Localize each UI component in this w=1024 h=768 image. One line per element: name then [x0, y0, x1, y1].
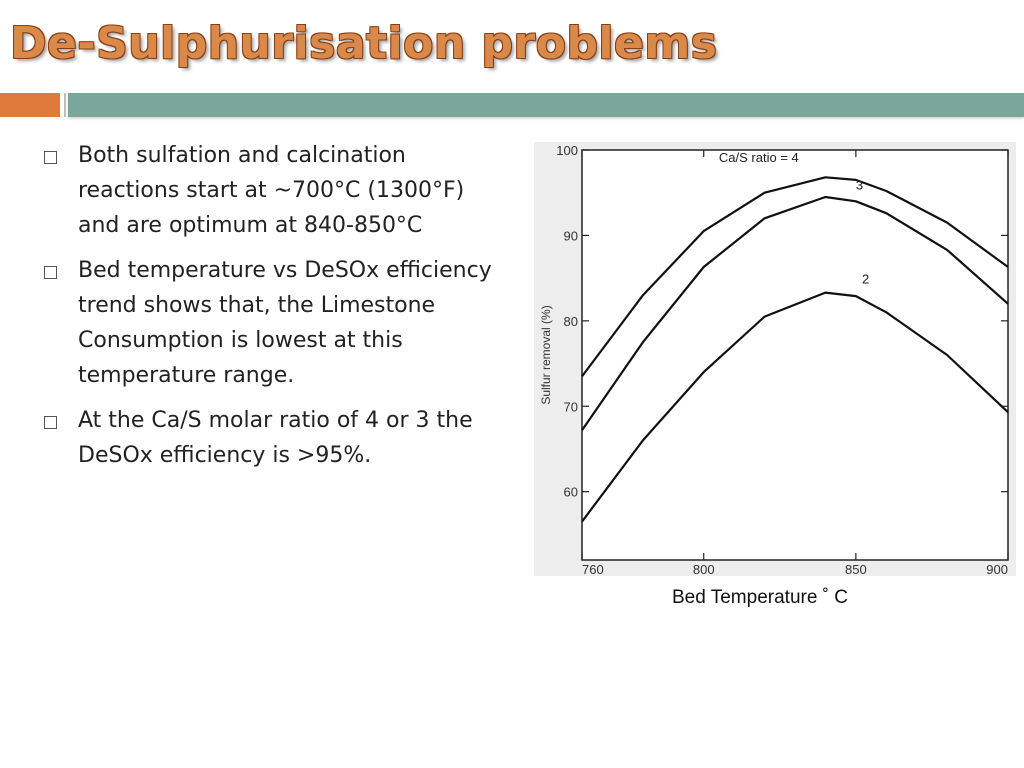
- y-tick-label: 70: [564, 399, 578, 414]
- x-tick-label: 850: [845, 562, 867, 576]
- y-axis-label: Sulfur removal (%): [539, 305, 553, 404]
- bullet-text: Bed temperature vs DeSOx efficiency tren…: [78, 258, 492, 388]
- square-bullet-icon: [44, 151, 57, 164]
- series-label: Ca/S ratio = 4: [719, 150, 799, 165]
- series-label: 2: [862, 271, 869, 286]
- series-line: [581, 176, 1009, 378]
- bullet-item: Both sulfation and calcination reactions…: [40, 138, 510, 243]
- chart-image: 60 70 80 90 100 760 800 850 900 Sulfur removal (%…: [534, 142, 1016, 576]
- x-tick-label: 900: [986, 562, 1008, 576]
- sulfur-removal-chart: 60 70 80 90 100 760 800 850 900 Sulfur removal (%…: [539, 143, 1009, 576]
- bullet-item: At the Ca/S molar ratio of 4 or 3 the De…: [40, 403, 510, 473]
- series-label: 3: [856, 177, 863, 192]
- title-underline-bar: [68, 93, 1024, 117]
- x-axis-caption: Bed Temperature ˚ C: [672, 587, 849, 608]
- x-tick-label: 800: [693, 562, 715, 576]
- bullet-text: At the Ca/S molar ratio of 4 or 3 the De…: [78, 408, 473, 468]
- title-accent-bar: [0, 93, 60, 117]
- slide-title: De-Sulphurisation problems: [10, 18, 718, 69]
- title-divider-line: [64, 93, 66, 117]
- y-tick-label: 80: [564, 314, 578, 329]
- bullet-text: Both sulfation and calcination reactions…: [78, 143, 465, 238]
- plot-area: [581, 149, 1009, 561]
- x-tick-label: 760: [582, 562, 604, 576]
- square-bullet-icon: [44, 266, 57, 279]
- y-tick-label: 90: [564, 228, 578, 243]
- series-line: [581, 195, 1009, 431]
- y-tick-label: 60: [564, 485, 578, 500]
- bullet-item: Bed temperature vs DeSOx efficiency tren…: [40, 253, 510, 393]
- y-tick-label: 100: [556, 143, 578, 158]
- series-line: [581, 291, 1009, 523]
- bullet-list: Both sulfation and calcination reactions…: [40, 138, 510, 483]
- square-bullet-icon: [44, 416, 57, 429]
